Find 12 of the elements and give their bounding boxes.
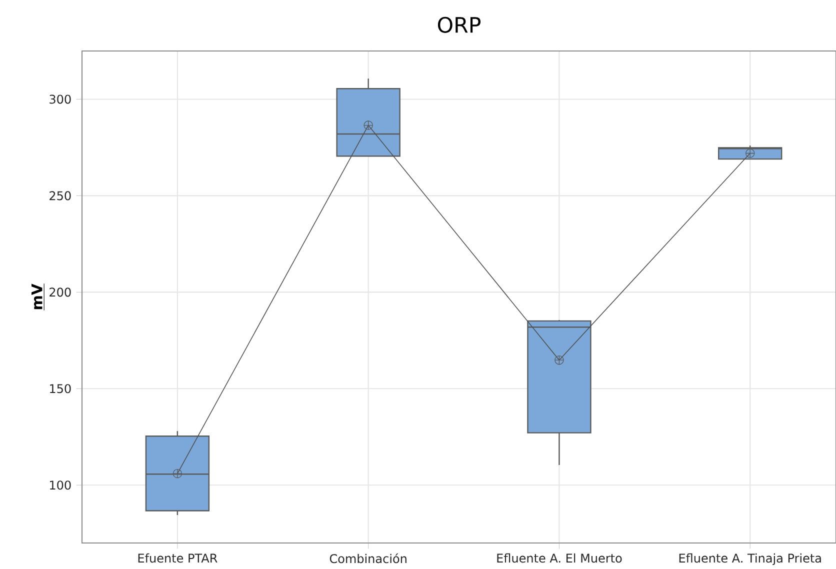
- y-tick-label: 250: [50, 191, 71, 200]
- y-tick-label: 300: [50, 94, 71, 104]
- line-series: [177, 124, 751, 474]
- x-tick-label: Efuente PTAR: [138, 553, 218, 563]
- x-tick-label: Efluente A. Tinaja Prieta: [679, 553, 821, 566]
- y-tick-label: 100: [50, 480, 71, 490]
- y-tick-label: 150: [50, 384, 71, 394]
- chart-title: ORP: [438, 16, 481, 33]
- y-tick-label: 200: [50, 288, 71, 297]
- x-tick-label: Combinación: [330, 553, 406, 564]
- x-tick-label: Efluente A. El Muerto: [497, 553, 622, 563]
- y-axis-title: mV: [32, 284, 42, 310]
